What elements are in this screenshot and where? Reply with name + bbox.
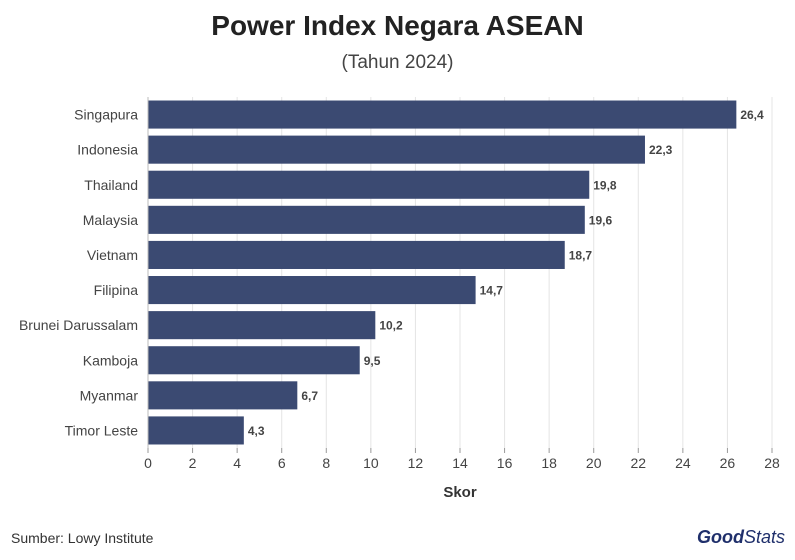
y-tick-label: Thailand xyxy=(84,177,138,193)
x-tick-label: 2 xyxy=(189,455,197,471)
bar xyxy=(148,170,590,199)
data-label: 4,3 xyxy=(248,424,265,438)
x-tick-label: 24 xyxy=(675,455,691,471)
brand-logo-bold: Good xyxy=(696,527,744,547)
x-tick-label: 4 xyxy=(233,455,241,471)
x-tick-label: 18 xyxy=(541,455,557,471)
bar xyxy=(148,135,645,164)
data-label: 26,4 xyxy=(740,108,764,122)
x-tick-label: 28 xyxy=(764,455,780,471)
x-tick-label: 14 xyxy=(452,455,468,471)
x-tick-label: 16 xyxy=(497,455,513,471)
bar xyxy=(148,205,585,234)
source-note: Sumber: Lowy Institute xyxy=(11,530,154,546)
data-label: 9,5 xyxy=(364,354,381,368)
bar xyxy=(148,276,476,305)
y-tick-label: Kamboja xyxy=(83,352,138,368)
bars xyxy=(148,100,737,445)
data-label: 18,7 xyxy=(569,248,593,262)
data-label: 19,8 xyxy=(593,178,617,192)
y-tick-label: Myanmar xyxy=(80,387,139,403)
x-tick-label: 26 xyxy=(720,455,736,471)
x-tick-label: 20 xyxy=(586,455,602,471)
data-label: 6,7 xyxy=(301,389,318,403)
data-label: 22,3 xyxy=(649,143,673,157)
bar xyxy=(148,311,376,340)
y-tick-label: Filipina xyxy=(94,282,139,298)
bar xyxy=(148,346,360,375)
x-tick-label: 8 xyxy=(322,455,330,471)
data-label: 10,2 xyxy=(379,319,403,333)
bar xyxy=(148,100,737,129)
bar xyxy=(148,240,565,269)
y-tick-label: Singapura xyxy=(74,107,138,123)
chart-title: Power Index Negara ASEAN xyxy=(211,10,584,41)
y-tick-label: Timor Leste xyxy=(65,422,139,438)
x-axis-label: Skor xyxy=(443,484,477,501)
bar xyxy=(148,381,298,410)
brand-logo: GoodStats xyxy=(697,527,785,548)
y-tick-label: Vietnam xyxy=(87,247,138,263)
x-tick-label: 10 xyxy=(363,455,379,471)
bar xyxy=(148,416,244,445)
x-tick-label: 0 xyxy=(144,455,152,471)
brand-logo-thin: Stats xyxy=(743,527,785,547)
data-label: 19,6 xyxy=(589,213,613,227)
x-tick-label: 12 xyxy=(408,455,424,471)
data-label: 14,7 xyxy=(480,284,504,298)
chart-subtitle: (Tahun 2024) xyxy=(341,52,454,73)
x-tick-label: 22 xyxy=(630,455,646,471)
x-tick-label: 6 xyxy=(278,455,286,471)
y-tick-label: Brunei Darussalam xyxy=(19,317,138,333)
y-tick-label: Malaysia xyxy=(83,212,138,228)
y-tick-label: Indonesia xyxy=(77,142,138,158)
